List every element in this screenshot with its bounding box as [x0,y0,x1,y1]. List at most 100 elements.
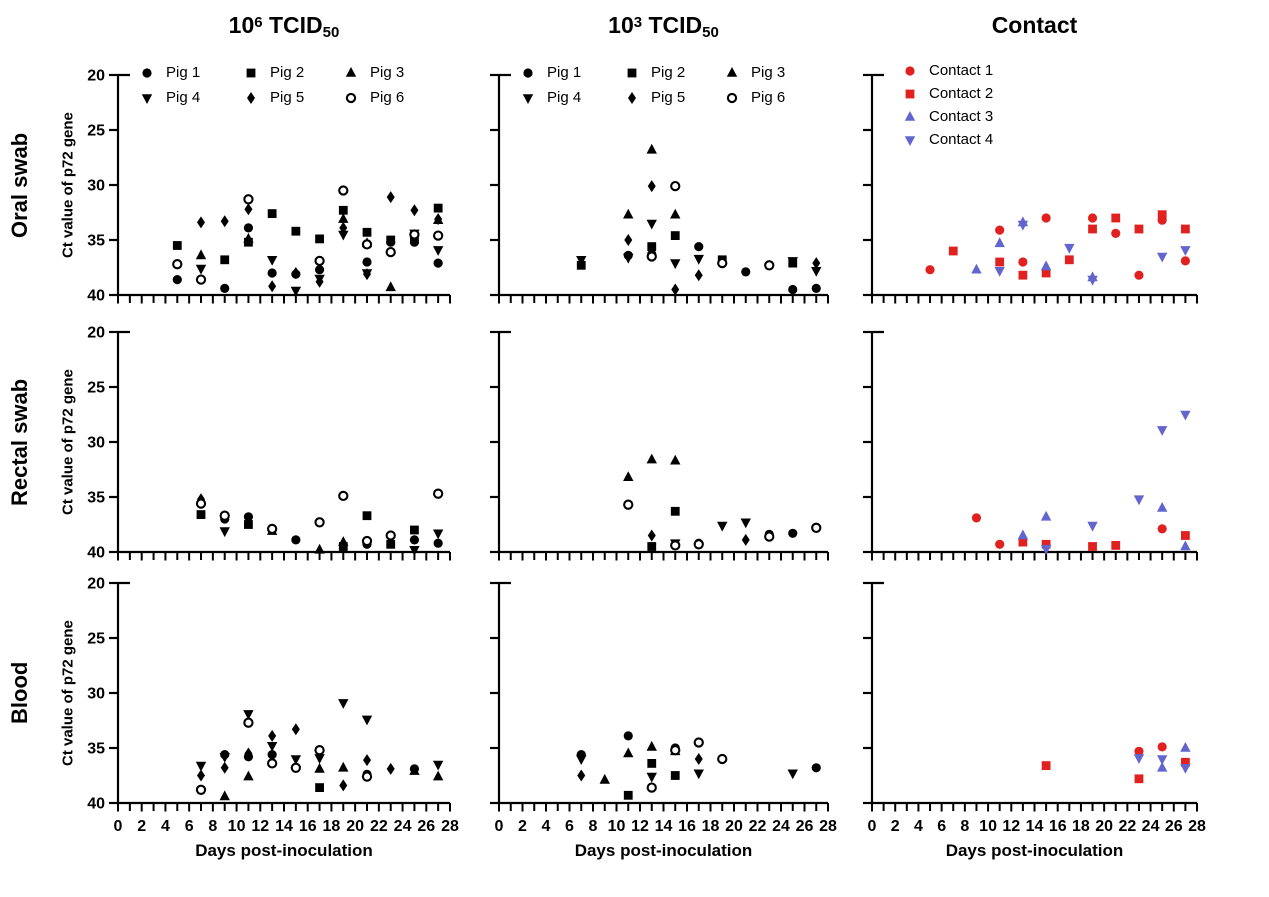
svg-text:30: 30 [87,435,105,452]
legend-label: Pig 1 [166,64,201,81]
legend-label: Pig 1 [547,64,582,81]
svg-text:24: 24 [1142,818,1160,835]
svg-text:2: 2 [137,818,146,835]
legend-label: Contact 1 [929,62,994,79]
legend-contacts: Contact 1 Contact 2 Contact 3 Contact 4 [901,59,993,151]
svg-text:14: 14 [1026,818,1044,835]
svg-text:26: 26 [796,818,814,835]
legend-label: Contact 4 [929,131,994,148]
svg-text:25: 25 [87,631,105,648]
svg-text:20: 20 [725,818,743,835]
legend-label: Pig 6 [370,89,405,106]
svg-text:28: 28 [1188,818,1206,835]
open-circle-marker-icon [723,90,741,106]
svg-text:6: 6 [565,818,574,835]
svg-text:16: 16 [299,818,317,835]
svg-text:40: 40 [87,796,105,813]
legend-item-contact-4: Contact 4 [901,128,993,151]
legend-item-pig-4: Pig 4 [138,85,242,110]
triangle-up-marker-icon [342,65,360,81]
x-axis-title-col3: Days post-inoculation [945,841,1124,860]
legend-item-pig-2: Pig 2 [242,60,342,85]
svg-text:25: 25 [87,380,105,397]
svg-text:8: 8 [960,818,969,835]
x-axis-title-col2: Days post-inoculation [574,841,753,860]
legend-label: Pig 5 [651,89,686,106]
panel-blood-contact: 0 2 4 6 8 10 12 14 16 18 20 22 24 26 28 [818,567,1213,860]
triangle-up-marker-icon [723,65,741,81]
svg-text:12: 12 [251,818,269,835]
circle-marker-icon [138,65,156,81]
svg-text:2: 2 [891,818,900,835]
svg-text:18: 18 [1072,818,1090,835]
svg-text:35: 35 [87,490,105,507]
svg-text:22: 22 [370,818,388,835]
square-marker-icon [623,65,641,81]
legend-item-pig-5: Pig 5 [242,85,342,110]
square-marker-icon [901,86,919,102]
triangle-up-marker-icon [901,109,919,125]
svg-text:2: 2 [518,818,527,835]
legend-label: Pig 6 [751,89,786,106]
x-axis-title-col1: Days post-inoculation [195,841,373,860]
svg-text:40: 40 [87,545,105,562]
panel-rectal-swab-contact [818,316,1213,609]
panel-rectal-swab-1e3-tcid50 [445,316,844,609]
svg-text:28: 28 [441,818,459,835]
column-title-1e6-tcid50: 106 TCID50 [228,12,340,41]
svg-text:8: 8 [589,818,598,835]
svg-text:14: 14 [655,818,673,835]
svg-text:4: 4 [161,818,170,835]
square-marker-icon [242,65,260,81]
legend-item-pig-3: Pig 3 [342,60,438,85]
svg-text:30: 30 [87,178,105,195]
svg-text:12: 12 [631,818,649,835]
triangle-down-marker-icon [138,90,156,106]
svg-text:22: 22 [749,818,767,835]
circle-marker-icon [519,65,537,81]
svg-text:8: 8 [208,818,217,835]
svg-text:10: 10 [979,818,997,835]
legend-label: Contact 3 [929,108,994,125]
svg-text:25: 25 [87,123,105,140]
svg-text:4: 4 [542,818,551,835]
legend-item-pig-3: Pig 3 [723,60,819,85]
legend-label: Pig 3 [370,64,405,81]
svg-text:6: 6 [185,818,194,835]
panel-oral-swab-1e6-tcid50: 20 25 30 35 40 [64,59,466,352]
svg-text:22: 22 [1118,818,1136,835]
legend-item-pig-6: Pig 6 [342,85,438,110]
column-title-contact: Contact [991,12,1078,38]
svg-text:30: 30 [87,686,105,703]
circle-marker-icon [901,63,919,79]
svg-text:20: 20 [346,818,364,835]
legend-item-pig-6: Pig 6 [723,85,819,110]
svg-text:24: 24 [772,818,790,835]
legend-item-pig-1: Pig 1 [519,60,623,85]
legend-item-contact-3: Contact 3 [901,105,993,128]
legend-item-contact-1: Contact 1 [901,59,993,82]
legend-item-pig-4: Pig 4 [519,85,623,110]
svg-text:26: 26 [1165,818,1183,835]
legend-item-pig-2: Pig 2 [623,60,723,85]
legend-item-pig-1: Pig 1 [138,60,242,85]
row-label-rectal-swab: Rectal swab [7,378,32,506]
legend-label: Pig 4 [547,89,582,106]
svg-text:0: 0 [868,818,877,835]
svg-text:28: 28 [819,818,837,835]
svg-text:20: 20 [87,68,105,85]
svg-text:0: 0 [495,818,504,835]
open-circle-marker-icon [342,90,360,106]
svg-text:35: 35 [87,741,105,758]
svg-text:10: 10 [228,818,246,835]
triangle-down-marker-icon [519,90,537,106]
svg-text:16: 16 [678,818,696,835]
column-title-1e3-tcid50: 103 TCID50 [608,12,719,41]
diamond-marker-icon [242,90,260,106]
panel-oral-swab-contact [818,59,1213,352]
legend-item-pig-5: Pig 5 [623,85,723,110]
svg-text:12: 12 [1002,818,1020,835]
svg-text:35: 35 [87,233,105,250]
svg-text:20: 20 [87,325,105,342]
